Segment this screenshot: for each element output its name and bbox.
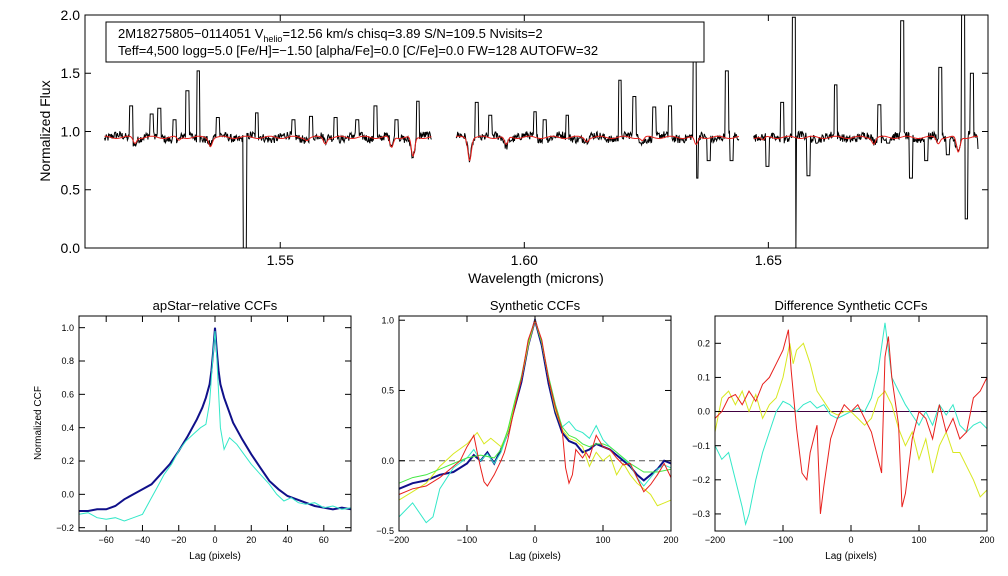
spectrum-ytick-label: 0.0: [61, 240, 81, 256]
annotation-line1-sub: helio: [263, 34, 282, 44]
spectrum-annotation-line1: 2M18275805−0114051 Vhelio=12.56 km/s chi…: [118, 26, 543, 44]
spectrum-model-line-1: [455, 135, 740, 162]
spectrum-xlabel: Wavelength (microns): [468, 270, 604, 286]
ccf-difference-ytick-label: −0.1: [692, 441, 710, 451]
ccf-synthetic-ytick-label: 0.5: [381, 386, 394, 396]
ccf-apstar-ytick-label: 0.2: [61, 456, 74, 466]
ccf-difference-ytick-label: −0.3: [692, 509, 710, 519]
spectrum-xtick-label: 1.55: [267, 252, 294, 268]
ccf-synthetic-frame: [398, 315, 672, 532]
ccf-difference-xtick-label: 0: [848, 535, 853, 545]
spectrum-model-line-0: [104, 135, 432, 157]
ccf-apstar-ticks: −60 −40 −20 0 20 40 60 −0.2 0.0 0.2 0.4 0.6 0.8 1.0: [56, 316, 351, 545]
spectrum-ylabel: Normalized Flux: [37, 80, 53, 181]
ccf-synthetic-ytick-label: 1.0: [381, 315, 394, 325]
ccf-difference-plot-area: [714, 322, 988, 527]
ccf-apstar-ytick-label: 0.4: [61, 423, 74, 433]
ccf-difference-ytick-label: 0.0: [697, 407, 710, 417]
ccf-difference-xlabel: Lag (pixels): [825, 551, 877, 562]
spectrum-ticks: 1.55 1.60 1.65 0.0 0.5 1.0 1.5 2.0: [61, 7, 988, 268]
ccf-difference-xtick-label: −200: [705, 535, 725, 545]
ccf-apstar-title: apStar−relative CCFs: [153, 298, 278, 313]
ccf-apstar-ytick-label: 0.0: [61, 489, 74, 499]
ccf-synthetic-panel: −200 −100 0 100 200 −0.5 0.0 0.5 1.0 Synthetic C…: [376, 298, 678, 562]
spectrum-observed-line-2: [753, 14, 979, 249]
ccf-synthetic-xtick-label: 200: [663, 535, 678, 545]
spectrum-ytick-label: 1.5: [61, 65, 81, 81]
ccf-synthetic-xtick-label: −100: [457, 535, 477, 545]
ccf-apstar-panel: −60 −40 −20 0 20 40 60 −0.2 0.0 0.2 0.4 0.6 0.8 1.0 a…: [33, 298, 352, 562]
annotation-line1-post: =12.56 km/s chisq=3.89 S/N=109.5 Nvisits…: [282, 26, 542, 41]
ccf-difference-frame: [714, 315, 988, 532]
spectrum-xtick-label: 1.65: [755, 252, 782, 268]
ccf-apstar-ytick-label: 0.6: [61, 389, 74, 399]
ccf-apstar-xtick-label: 20: [246, 535, 256, 545]
annotation-line1-pre: 2M18275805−0114051 V: [118, 26, 264, 41]
ccf-difference-series-red: [714, 329, 988, 514]
ccf-apstar-xtick-label: 40: [283, 535, 293, 545]
ccf-synthetic-ticks: −200 −100 0 100 200 −0.5 0.0 0.5 1.0: [376, 315, 678, 545]
spectrum-observed-line-0: [104, 70, 432, 249]
ccf-synthetic-series-cyan: [398, 318, 672, 524]
ccf-synthetic-xtick-label: 100: [595, 535, 610, 545]
ccf-difference-series-yellow: [714, 342, 988, 498]
spectrum-model-line-2: [753, 135, 978, 153]
ccf-difference-series-cyan: [714, 322, 988, 527]
spectrum-ytick-label: 1.0: [61, 123, 81, 139]
ccf-apstar-series-navy: [79, 327, 352, 512]
ccf-apstar-ytick-label: 1.0: [61, 323, 74, 333]
ccf-apstar-series-cyan: [78, 330, 352, 522]
ccf-apstar-frame: [78, 315, 352, 532]
ccf-synthetic-xtick-label: −200: [389, 535, 409, 545]
ccf-difference-ticks: −200 −100 0 100 200 −0.3 −0.2 −0.1 0.0 0.1 0.2: [692, 316, 995, 545]
ccf-difference-ytick-label: −0.2: [692, 475, 710, 485]
ccf-difference-ytick-label: 0.1: [697, 373, 710, 383]
ccf-apstar-plot-area: [78, 327, 352, 522]
ccf-synthetic-xtick-label: 0: [532, 535, 537, 545]
ccf-synthetic-series-red: [398, 318, 672, 495]
ccf-apstar-ytick-label: 0.8: [61, 356, 74, 366]
ccf-apstar-xtick-label: −60: [99, 535, 114, 545]
ccf-synthetic-ytick-label: 0.0: [381, 456, 394, 466]
ccf-apstar-ytick-label: −0.2: [56, 523, 74, 533]
spectrum-ytick-label: 0.5: [61, 182, 81, 198]
ccf-synthetic-plot-area: [398, 316, 672, 524]
ccf-synthetic-series-green: [398, 318, 672, 484]
ccf-difference-title: Difference Synthetic CCFs: [775, 298, 928, 313]
spectrum-annotation-line2: Teff=4,500 logg=5.0 [Fe/H]=−1.50 [alpha/…: [118, 43, 598, 58]
ccf-difference-xtick-label: 100: [911, 535, 926, 545]
ccf-apstar-xtick-label: −20: [171, 535, 186, 545]
spectrum-panel: 1.55 1.60 1.65 0.0 0.5 1.0 1.5 2.0 Normalized F…: [37, 7, 989, 286]
ccf-difference-panel: −200 −100 0 100 200 −0.3 −0.2 −0.1 0.0 0.1 0.2 Dif…: [692, 298, 994, 562]
ccf-apstar-xtick-label: 0: [212, 535, 217, 545]
ccf-apstar-xtick-label: 60: [319, 535, 329, 545]
spectrum-xtick-label: 1.60: [511, 252, 538, 268]
ccf-synthetic-title: Synthetic CCFs: [490, 298, 581, 313]
spectrum-annotation-box: [105, 21, 705, 63]
ccf-difference-xtick-label: 200: [979, 535, 994, 545]
ccf-synthetic-xlabel: Lag (pixels): [509, 551, 561, 562]
ccf-apstar-ylabel: Normalized CCF: [33, 386, 44, 460]
ccf-apstar-xlabel: Lag (pixels): [189, 551, 241, 562]
ccf-apstar-xtick-label: −40: [135, 535, 150, 545]
ccf-difference-ytick-label: 0.2: [697, 338, 710, 348]
ccf-difference-xtick-label: −100: [773, 535, 793, 545]
spectrum-plot-area: [104, 14, 979, 249]
spectrum-ytick-label: 2.0: [61, 7, 81, 23]
ccf-synthetic-ytick-label: −0.5: [376, 526, 394, 536]
spectrum-observed-line-1: [455, 54, 740, 179]
